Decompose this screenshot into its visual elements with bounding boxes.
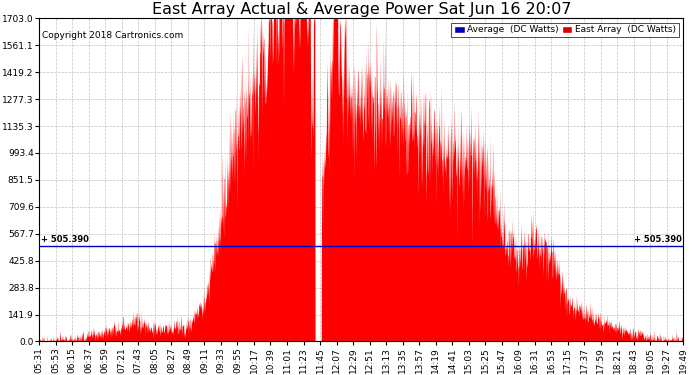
Text: Copyright 2018 Cartronics.com: Copyright 2018 Cartronics.com	[43, 31, 184, 40]
Text: + 505.390: + 505.390	[634, 235, 682, 244]
Text: + 505.390: + 505.390	[41, 235, 88, 244]
Legend: Average  (DC Watts), East Array  (DC Watts): Average (DC Watts), East Array (DC Watts…	[451, 23, 679, 37]
Title: East Array Actual & Average Power Sat Jun 16 20:07: East Array Actual & Average Power Sat Ju…	[152, 2, 571, 17]
